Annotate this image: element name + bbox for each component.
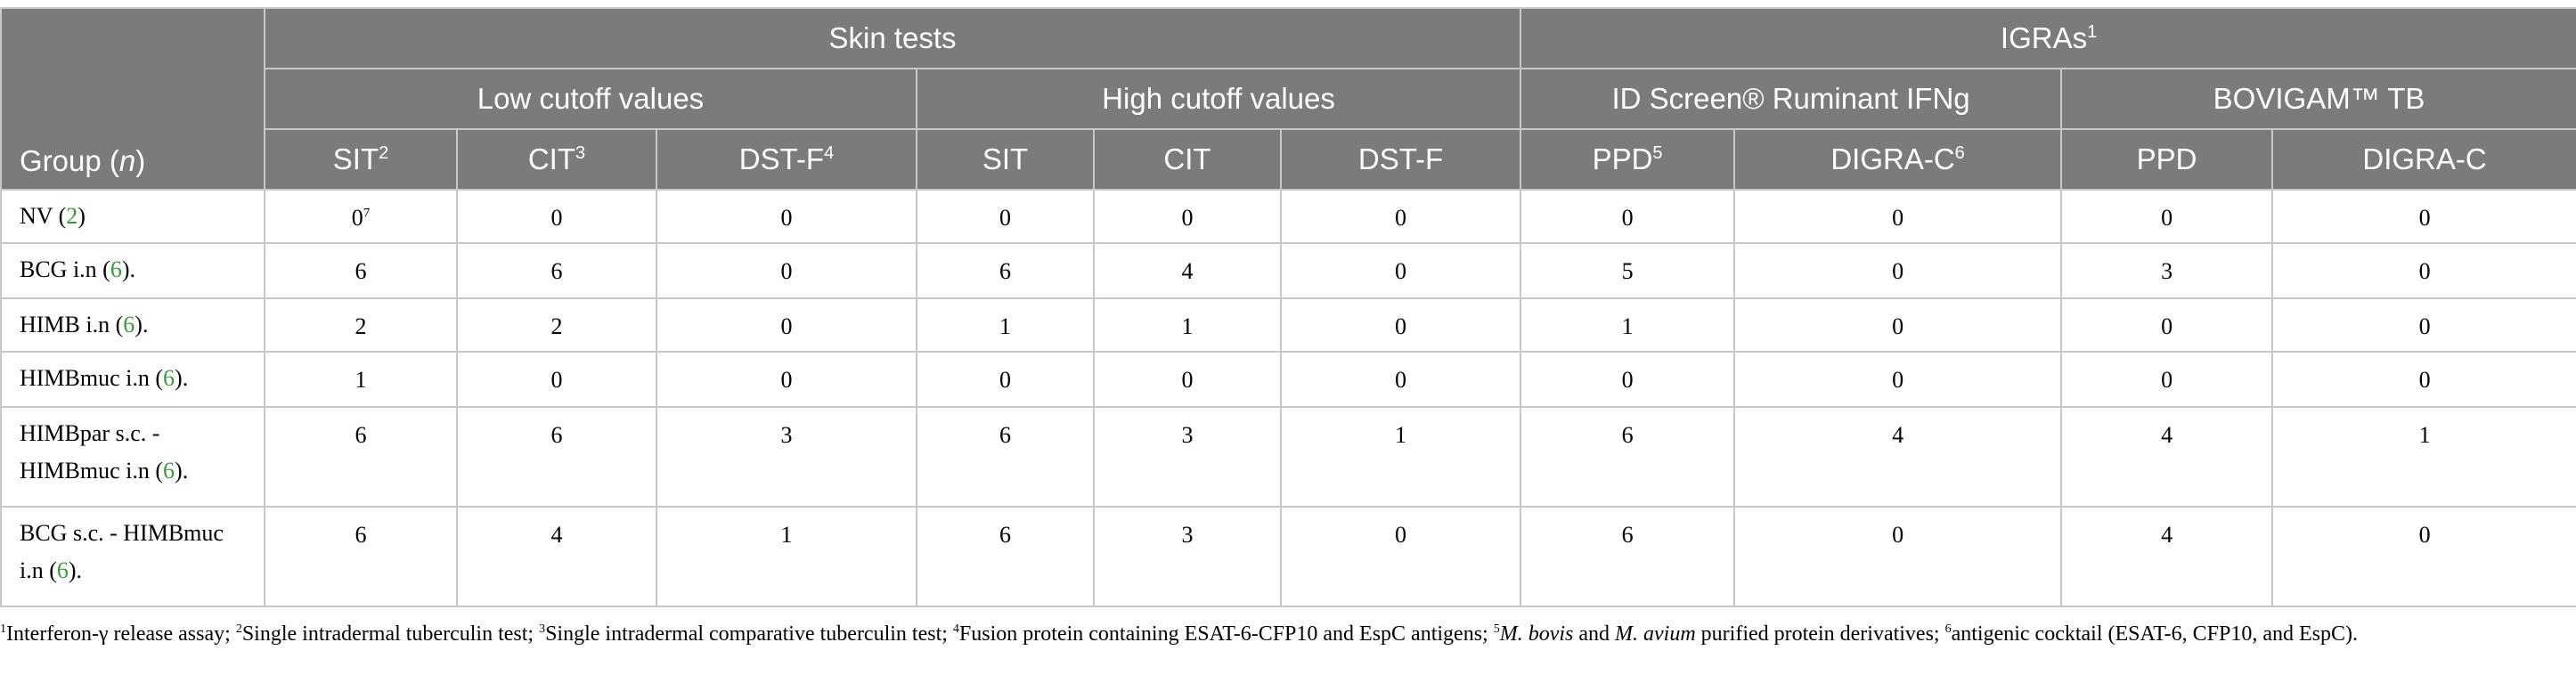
value-cell: 5 — [1520, 242, 1736, 299]
value-cell: 0 — [1279, 297, 1522, 353]
group-size-ref: 6 — [163, 458, 175, 484]
bovigam-header: BOVIGAM™ TB — [2060, 68, 2576, 130]
column-header: CIT — [1093, 128, 1282, 191]
column-header: CIT3 — [456, 128, 657, 191]
results-table: Group (n) Skin tests IGRAs1 Low cutoff v… — [0, 7, 2576, 607]
value-cell: 6 — [264, 406, 458, 508]
value-cell: 2 — [264, 297, 458, 353]
group-cell: HIMBpar s.c. - HIMBmuc i.n (6). — [0, 406, 265, 508]
group-header: Group (n) — [0, 7, 265, 191]
column-header: SIT2 — [264, 128, 458, 191]
column-header: DIGRA-C6 — [1733, 128, 2063, 191]
value-cell: 1 — [1279, 406, 1522, 508]
low-cutoff-header: Low cutoff values — [264, 68, 917, 130]
value-cell: 0 — [2271, 242, 2576, 299]
column-header: SIT — [916, 128, 1095, 191]
value-cell: 0 — [1279, 189, 1522, 244]
value-cell: 0 — [456, 189, 657, 244]
column-header: DST-F — [1279, 128, 1522, 191]
value-cell: 0 — [2060, 351, 2274, 408]
column-header: PPD5 — [1520, 128, 1736, 191]
high-cutoff-header: High cutoff values — [915, 68, 1522, 130]
group-size-ref: 6 — [110, 256, 122, 282]
igras-header: IGRAs1 — [1520, 7, 2576, 69]
value-cell: 0 — [1733, 506, 2063, 607]
group-cell: BCG s.c. - HIMBmuc i.n (6). — [0, 506, 265, 607]
table-row: NV (2) 07 0 0 0 0 0 0 0 0 0 — [0, 189, 2576, 244]
value-cell: 1 — [656, 506, 917, 607]
value-cell: 6 — [916, 506, 1095, 607]
value-cell: 6 — [264, 506, 458, 607]
value-cell: 4 — [456, 506, 657, 607]
group-cell: HIMBmuc i.n (6). — [0, 351, 265, 408]
value-cell: 6 — [1520, 406, 1736, 508]
value-cell: 0 — [1279, 506, 1522, 607]
value-cell: 0 — [1520, 189, 1736, 244]
value-cell: 3 — [1093, 506, 1282, 607]
value-cell: 6 — [264, 242, 458, 299]
group-size-ref: 6 — [56, 557, 69, 583]
group-cell: BCG i.n (6). — [0, 242, 265, 299]
group-size-ref: 6 — [123, 312, 135, 337]
value-cell: 0 — [1093, 351, 1282, 408]
value-cell: 6 — [916, 406, 1095, 508]
group-size-ref: 6 — [163, 365, 175, 391]
table-row: HIMB i.n (6). 2 2 0 1 1 0 1 0 0 0 — [0, 297, 2576, 353]
table-row: BCG i.n (6). 6 6 0 6 4 0 5 0 3 0 — [0, 242, 2576, 299]
value-cell: 1 — [1093, 297, 1282, 353]
value-cell: 1 — [2271, 406, 2576, 508]
value-cell: 4 — [2060, 506, 2274, 607]
value-cell: 0 — [1733, 297, 2063, 353]
column-header: PPD — [2060, 128, 2274, 191]
value-cell: 4 — [1733, 406, 2063, 508]
value-cell: 0 — [1093, 189, 1282, 244]
value-cell: 0 — [656, 242, 917, 299]
value-cell: 0 — [656, 351, 917, 408]
group-cell: NV (2) — [0, 189, 265, 244]
skin-tests-header: Skin tests — [263, 7, 1522, 69]
value-cell: 2 — [456, 297, 657, 353]
table-row: BCG s.c. - HIMBmuc i.n (6). 6 4 1 6 3 0 6 0 4 0 — [0, 506, 2576, 607]
value-cell: 0 — [2271, 297, 2576, 353]
group-cell: HIMB i.n (6). — [0, 297, 265, 353]
value-cell: 07 — [264, 189, 458, 244]
value-cell: 0 — [916, 189, 1095, 244]
column-header: DST-F4 — [656, 128, 917, 191]
value-cell: 6 — [456, 406, 657, 508]
value-cell: 0 — [656, 189, 917, 244]
value-cell: 0 — [2271, 351, 2576, 408]
value-cell: 3 — [656, 406, 917, 508]
value-cell: 0 — [1733, 351, 2063, 408]
group-size-ref: 2 — [66, 203, 78, 229]
value-cell: 0 — [1279, 351, 1522, 408]
value-cell: 0 — [456, 351, 657, 408]
value-cell: 0 — [1733, 189, 2063, 244]
value-cell: 3 — [1093, 406, 1282, 508]
value-cell: 6 — [916, 242, 1095, 299]
table-row: HIMBmuc i.n (6). 1 0 0 0 0 0 0 0 0 0 — [0, 351, 2576, 408]
table-footnote: 1Interferon-γ release assay; 2Single int… — [0, 622, 2358, 646]
value-cell: 1 — [916, 297, 1095, 353]
value-cell: 0 — [2271, 189, 2576, 244]
value-cell: 0 — [916, 351, 1095, 408]
table-row: HIMBpar s.c. - HIMBmuc i.n (6). 6 6 3 6 3 1 6 4 4 1 — [0, 406, 2576, 508]
value-cell: 3 — [2060, 242, 2274, 299]
value-cell: 4 — [1093, 242, 1282, 299]
id-screen-header: ID Screen® Ruminant IFNg — [1520, 68, 2063, 130]
value-cell: 0 — [1733, 242, 2063, 299]
value-cell: 1 — [264, 351, 458, 408]
value-cell: 0 — [2060, 189, 2274, 244]
value-cell: 0 — [656, 297, 917, 353]
value-cell: 0 — [1279, 242, 1522, 299]
value-cell: 0 — [2271, 506, 2576, 607]
value-cell: 0 — [2060, 297, 2274, 353]
value-cell: 1 — [1520, 297, 1736, 353]
value-cell: 6 — [456, 242, 657, 299]
value-cell: 6 — [1520, 506, 1736, 607]
value-cell: 4 — [2060, 406, 2274, 508]
column-header: DIGRA-C — [2271, 128, 2576, 191]
value-cell: 0 — [1520, 351, 1736, 408]
